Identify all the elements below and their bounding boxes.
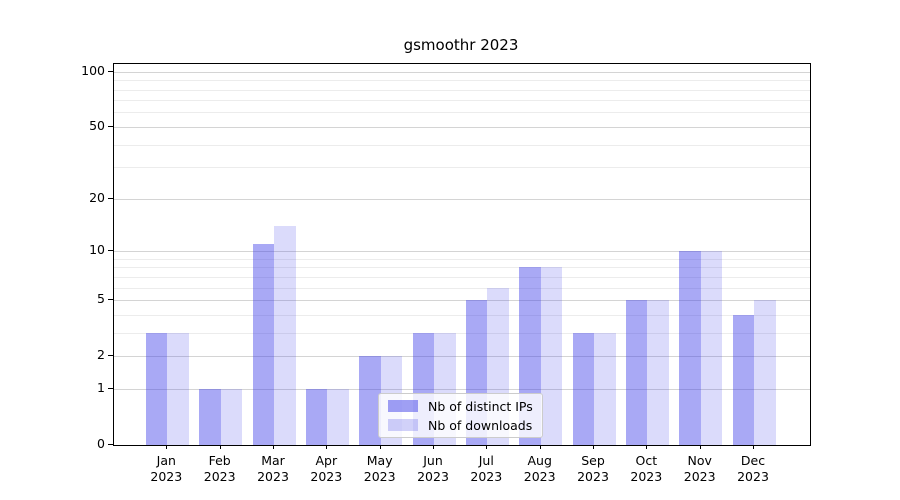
bar-downloads-dec: [754, 300, 776, 445]
x-tick-label-jan: Jan 2023: [150, 453, 183, 484]
bar-downloads-mar: [274, 225, 296, 445]
y-tick-label-10: 10: [89, 242, 105, 257]
x-tick-mark: [273, 445, 274, 449]
x-tick-mark: [753, 445, 754, 449]
bar-distinct-ips-jan: [145, 332, 168, 445]
y-tick-mark: [108, 299, 113, 300]
chart-title: gsmoothr 2023: [403, 36, 519, 54]
legend-swatch-distinct-ips: [388, 400, 418, 412]
y-tick-label-20: 20: [89, 189, 105, 205]
x-tick-mark: [379, 445, 381, 449]
y-tick-label-0: 0: [97, 436, 105, 451]
y-tick-mark: [108, 387, 113, 389]
legend-label-downloads: Nb of downloads: [428, 417, 533, 433]
x-tick-label-jun: Jun 2023: [417, 453, 449, 484]
gridline-minor: [114, 314, 810, 316]
bar-distinct-ips-dec: [732, 314, 754, 445]
bar-downloads-oct: [647, 300, 669, 445]
bar-downloads-feb: [220, 388, 243, 445]
gridline-major: [114, 251, 810, 252]
legend-label-distinct-ips: Nb of distinct IPs: [428, 398, 533, 414]
y-tick-mark: [108, 355, 113, 357]
bar-distinct-ips-nov: [679, 251, 701, 445]
y-tick-label-1: 1: [97, 379, 105, 395]
legend-swatch-downloads: [388, 419, 418, 431]
y-tick-mark: [108, 70, 113, 72]
x-tick-label-dec: Dec 2023: [737, 453, 769, 484]
x-tick-label-nov: Nov 2023: [683, 453, 716, 484]
x-tick-label-oct: Oct 2023: [630, 453, 663, 484]
legend-item-distinct-ips: Nb of distinct IPs: [388, 398, 533, 414]
y-tick-label-2: 2: [97, 347, 105, 363]
gridline-minor: [114, 258, 810, 260]
legend: Nb of distinct IPs Nb of downloads: [378, 393, 543, 438]
legend-item-downloads: Nb of downloads: [388, 417, 533, 433]
bar-distinct-ips-oct: [625, 300, 648, 445]
gridline-major: [114, 388, 810, 390]
x-tick-mark: [219, 445, 221, 449]
x-tick-mark: [486, 445, 488, 449]
bar-distinct-ips-sep: [572, 332, 594, 445]
y-tick-mark: [108, 250, 113, 251]
bar-downloads-nov: [700, 251, 723, 445]
bar-distinct-ips-mar: [252, 244, 274, 445]
gridline-minor: [114, 112, 810, 114]
x-tick-mark: [326, 445, 328, 449]
gridline-major: [114, 198, 810, 200]
plot-area: Nb of distinct IPs Nb of downloads: [113, 63, 811, 446]
bar-downloads-sep: [594, 332, 616, 445]
bar-distinct-ips-feb: [199, 388, 221, 445]
gridline-minor: [114, 267, 810, 269]
gridline-minor: [114, 80, 810, 82]
x-tick-mark: [593, 445, 594, 449]
x-tick-label-apr: Apr 2023: [310, 453, 343, 484]
x-tick-label-aug: Aug 2023: [523, 453, 556, 484]
y-tick-label-100: 100: [81, 62, 105, 78]
bar-downloads-aug: [540, 267, 563, 445]
x-tick-label-mar: Mar 2023: [257, 453, 289, 484]
x-tick-mark: [539, 445, 541, 449]
gridline-minor: [114, 144, 810, 146]
x-tick-mark: [699, 445, 701, 449]
x-tick-mark: [433, 445, 434, 449]
gridline-minor: [114, 276, 810, 278]
y-tick-mark: [108, 197, 113, 199]
y-tick-label-5: 5: [97, 291, 105, 306]
x-tick-label-may: May 2023: [363, 453, 396, 484]
bar-distinct-ips-may: [359, 356, 381, 445]
x-tick-label-feb: Feb 2023: [203, 453, 236, 484]
gridline-minor: [114, 89, 810, 91]
gridline-major: [114, 356, 810, 358]
y-tick-label-50: 50: [89, 117, 105, 133]
x-tick-label-sep: Sep 2023: [577, 453, 609, 484]
gridline-major: [114, 126, 810, 128]
y-tick-mark: [108, 444, 113, 445]
gridline-minor: [114, 287, 810, 289]
gridline-major: [114, 300, 810, 301]
x-tick-mark: [166, 445, 168, 449]
gridline-minor: [114, 100, 810, 102]
x-tick-label-jul: Jul 2023: [470, 453, 503, 484]
x-tick-mark: [646, 445, 648, 449]
gridline-major: [114, 71, 810, 73]
bar-distinct-ips-apr: [305, 388, 328, 445]
bar-downloads-jan: [167, 332, 189, 445]
gridline-minor: [114, 167, 810, 169]
y-tick-mark: [108, 125, 113, 127]
gridline-minor: [114, 332, 810, 334]
bar-downloads-apr: [327, 388, 349, 445]
